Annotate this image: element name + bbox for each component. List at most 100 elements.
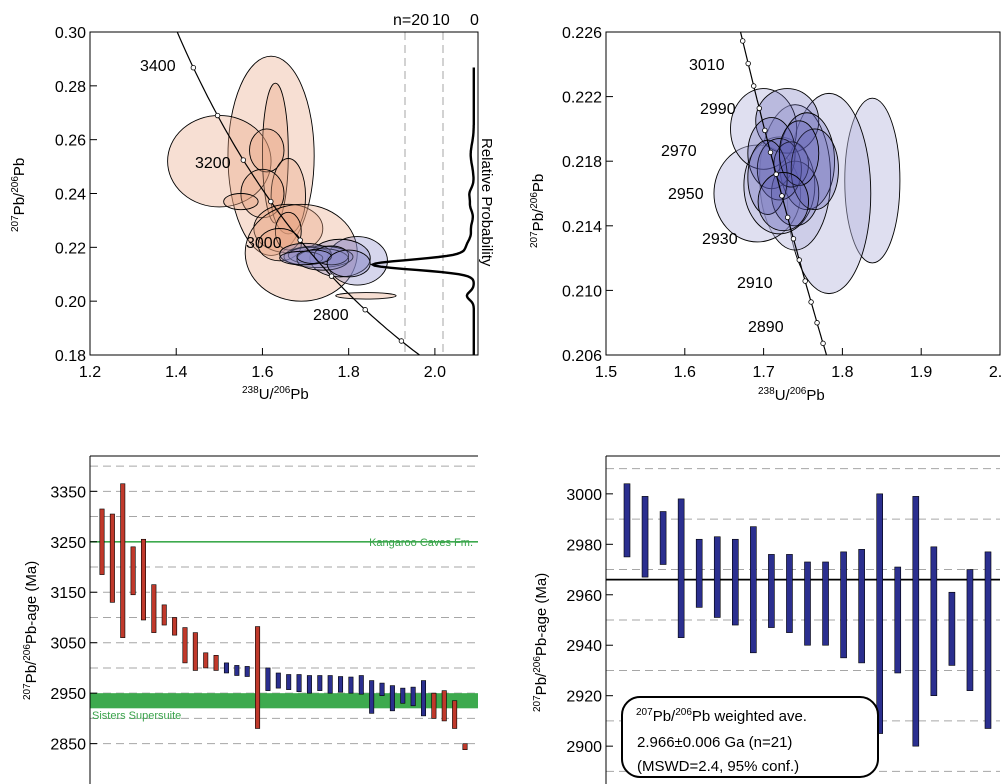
weighted-average-box [621, 696, 879, 778]
panel-concordia-all: 1.2 1.4 1.6 1.8 2.0 0.18 0.20 0.22 0.24 0.26 0.28 0… [10, 12, 495, 403]
x-tick-label: 1.9 [910, 364, 932, 381]
plot-frame [89, 455, 478, 784]
axis-ticks: 2900 2920 2940 2960 2980 3000 [566, 487, 613, 756]
age-bar [623, 483, 631, 558]
y-tick-label: 0.222 [562, 90, 602, 107]
age-bar [400, 687, 406, 704]
age-bar [203, 652, 209, 669]
concordia-label-3200: 3200 [195, 155, 231, 172]
y-tick-label: 0.210 [562, 283, 602, 300]
plot-frame [605, 31, 1001, 356]
axis-ticks: 2850 2950 3050 3150 3250 3350 [50, 484, 97, 754]
kangaroo-caves-label: Kangaroo Caves Fm. [369, 537, 473, 549]
axis-ticks: 1.5 1.6 1.7 1.8 1.9 2.0 0.206 0.210 0.214 0.218 0.… [562, 25, 1002, 381]
age-bar [930, 546, 938, 696]
age-bar [462, 743, 468, 750]
concordia-marker [796, 257, 802, 263]
n-scale-label-10: 10 [432, 12, 450, 29]
concordia-marker [820, 340, 826, 347]
age-bar [296, 674, 302, 692]
age-bar [234, 665, 240, 676]
analysis-ellipse [844, 97, 901, 264]
concordia-marker [756, 105, 762, 111]
y-tick-label: 0.24 [55, 187, 86, 204]
y-tick-label: 0.214 [562, 219, 602, 236]
concordia-marker [297, 237, 303, 243]
y-tick-label: 2950 [50, 686, 86, 703]
analysis-ellipse [270, 158, 307, 235]
y-tick-label: 3000 [566, 487, 602, 504]
age-bars [99, 483, 468, 750]
concordia-marker [808, 299, 814, 305]
concordia-marker [745, 60, 751, 67]
concordia-label-2930: 2930 [702, 231, 738, 248]
analysis-ellipse [335, 292, 397, 300]
age-bar [275, 672, 281, 689]
panel-age-all: 2850 2950 3050 3150 3250 3350 Kangaroo Caves … [22, 455, 478, 784]
y-tick-label: 2940 [566, 638, 602, 655]
age-bar [695, 538, 703, 608]
y-tick-label: 0.206 [562, 348, 602, 365]
y-tick-label: 3350 [50, 484, 86, 501]
age-bar [306, 675, 312, 694]
svg-text:238U/206Pb: 238U/206Pb [242, 385, 309, 403]
y-axis-title: 207Pb/206Pb-age (Ma) [22, 561, 40, 700]
age-bar [130, 546, 136, 596]
x-axis-title: 238U/206Pb [758, 386, 825, 404]
y-tick-label: 0.226 [562, 25, 602, 42]
y-tick-label: 2960 [566, 588, 602, 605]
x-tick-label: 2.0 [989, 364, 1002, 381]
concordia-label-2990: 2990 [700, 101, 736, 118]
analysis-ellipse [261, 82, 289, 224]
concordia-label-2910: 2910 [737, 275, 773, 292]
concordia-marker [328, 273, 335, 279]
weighted-average-line1: 207Pb/206Pb weighted ave. [636, 707, 807, 725]
age-bar [244, 666, 250, 677]
concordia-label-2970: 2970 [661, 143, 697, 160]
analysis-ellipse [778, 120, 820, 186]
ellipse-group [713, 88, 901, 295]
analysis-ellipse [274, 211, 302, 251]
concordia-marker [779, 193, 785, 199]
age-bar [421, 680, 427, 717]
x-tick-label: 1.4 [165, 364, 187, 381]
y-tick-label: 2920 [566, 689, 602, 706]
concordia-marker [802, 278, 808, 284]
relative-probability-label: Relative Probability [478, 138, 495, 267]
y-tick-label: 0.218 [562, 154, 602, 171]
svg-text:238U/206Pb: 238U/206Pb [758, 386, 825, 404]
concordia-marker [268, 198, 274, 205]
n-scale-label-0: 0 [470, 12, 479, 29]
age-bar [786, 554, 793, 633]
concordia-label-2950: 2950 [668, 186, 704, 203]
concordia-marker [362, 307, 368, 313]
age-bar [161, 604, 167, 626]
plot-frame [605, 455, 1000, 784]
concordia-marker [767, 149, 774, 156]
y-tick-label: 0.22 [55, 240, 86, 257]
sisters-supersuite-label: Sisters Supersuite [92, 710, 181, 722]
age-bar [99, 508, 105, 575]
n-scale-label-20: n=20 [393, 12, 429, 29]
concordia-markers [190, 65, 405, 344]
concordia-markers [739, 38, 826, 347]
age-bar [286, 674, 292, 690]
x-tick-label: 1.2 [79, 364, 101, 381]
panel-concordia-zoom: 1.5 1.6 1.7 1.8 1.9 2.0 0.206 0.210 0.214 0.218 0.… [529, 25, 1002, 404]
concordia-marker [398, 338, 405, 344]
age-bar [265, 667, 271, 691]
x-axis-title-sup2: 206 [274, 385, 291, 396]
panel-age-young: 2900 2920 2940 2960 2980 3000 207Pb/206Pb-age… [532, 455, 1000, 784]
concordia-label-3000: 3000 [246, 235, 282, 252]
age-bar [140, 538, 146, 621]
age-bar [327, 675, 333, 694]
y-tick-label: 0.30 [55, 25, 86, 42]
age-bar [912, 496, 920, 747]
x-axis-title-sup1: 238 [242, 385, 259, 396]
x-tick-label: 1.6 [674, 364, 696, 381]
age-bar [822, 561, 829, 646]
y-axis-title: 207Pb/206Pb [10, 158, 28, 232]
analysis-ellipse [755, 88, 820, 154]
age-bar [431, 692, 437, 719]
x-axis-title-main: U/ [259, 386, 275, 403]
